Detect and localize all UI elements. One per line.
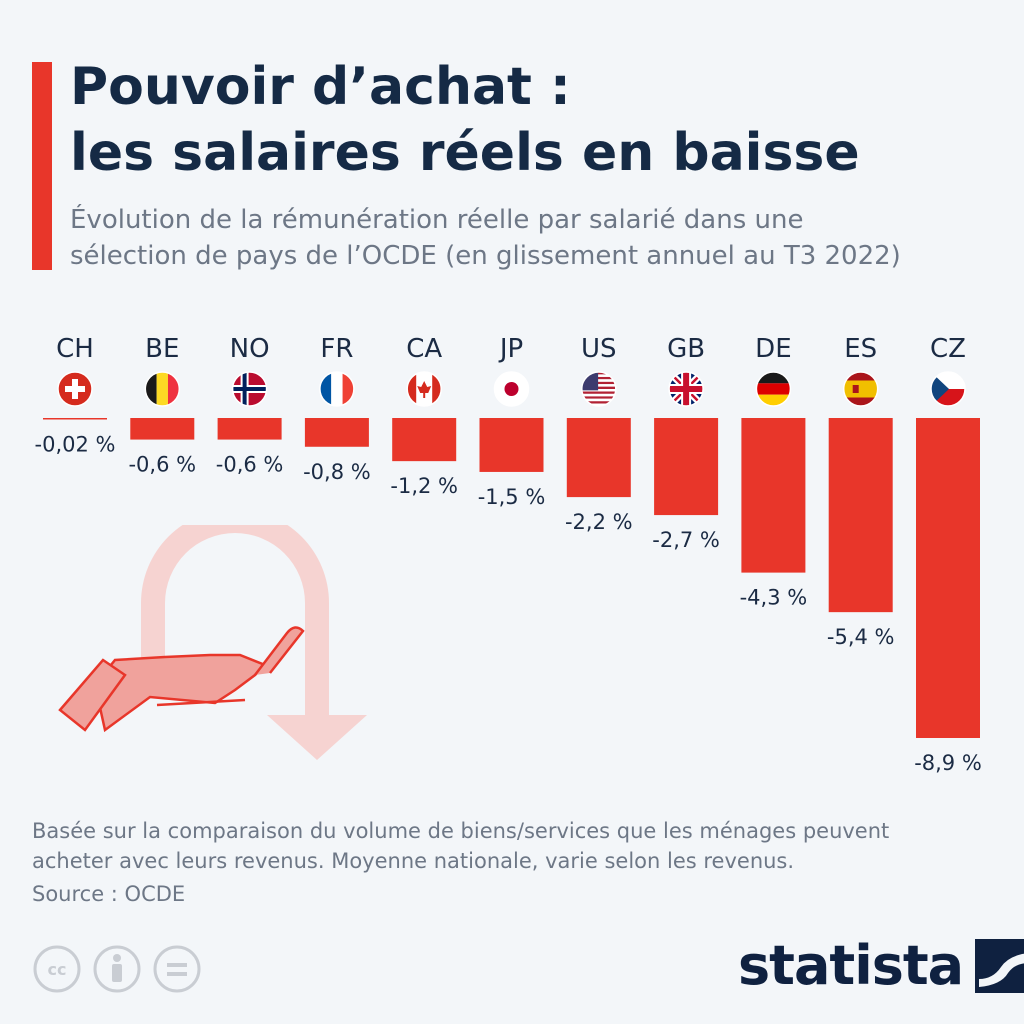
bar-ch [43, 418, 107, 420]
title-accent-bar [32, 62, 52, 270]
bar-no [217, 418, 282, 440]
bar-ca [392, 418, 457, 462]
value-label: -1,2 % [390, 474, 458, 498]
uk-flag-icon [668, 371, 704, 407]
chart-title: Pouvoir d’achat : les salaires réels en … [70, 54, 1000, 186]
bar-de [741, 418, 806, 573]
category-label: NO [230, 334, 270, 364]
downward-arrow-icon [141, 525, 367, 760]
statista-logo[interactable]: statista [738, 936, 1024, 996]
bar-chart: CH -0,02 % BE -0,6 % NO -0,6 % FR -0,8 % CA -1,2 … [35, 334, 982, 775]
bar-jp [479, 418, 544, 472]
belgium-flag-icon [144, 371, 181, 407]
category-label: ES [844, 334, 877, 364]
footnote-line-1: Basée sur la comparaison du volume de bi… [32, 819, 890, 843]
chart-title-line-1: Pouvoir d’achat : [70, 57, 571, 117]
czech-flag-icon [930, 371, 966, 407]
category-label: CH [56, 334, 94, 364]
chart-footnote: Basée sur la comparaison du volume de bi… [32, 816, 1012, 876]
value-label: -8,9 % [914, 751, 982, 775]
switzerland-flag-icon [57, 371, 93, 407]
norway-flag-icon [231, 371, 268, 407]
category-label: CZ [930, 334, 966, 364]
value-label: -5,4 % [827, 625, 895, 649]
svg-text:cc: cc [48, 960, 67, 979]
value-label: -4,3 % [740, 586, 808, 610]
value-label: -0,8 % [303, 460, 371, 484]
creative-commons-icon[interactable]: cc [32, 944, 82, 994]
chart-subtitle: Évolution de la rémunération réelle par … [70, 202, 1020, 274]
japan-flag-icon [493, 371, 530, 407]
value-label: -2,2 % [565, 510, 633, 534]
value-label: -2,7 % [652, 528, 720, 552]
source-note: Source : OCDE [32, 882, 186, 906]
bar-gb [654, 418, 719, 516]
category-label: JP [498, 334, 523, 364]
category-label: BE [145, 334, 179, 364]
bar-us [566, 418, 631, 498]
value-label: -1,5 % [478, 485, 546, 509]
spain-flag-icon [842, 371, 879, 407]
category-label: GB [667, 334, 705, 364]
category-label: CA [406, 334, 442, 364]
bar-es [828, 418, 893, 613]
bar-be [130, 418, 195, 440]
statista-logo-icon [975, 939, 1024, 993]
bar-cz [916, 418, 980, 738]
france-flag-icon [319, 371, 355, 407]
value-label: -0,6 % [128, 453, 196, 477]
canada-flag-icon [406, 371, 442, 407]
footnote-line-2: acheter avec leurs revenus. Moyenne nati… [32, 849, 795, 873]
no-derivatives-icon[interactable] [152, 944, 202, 994]
hand-arrow-illustration [58, 525, 367, 760]
chart-title-line-2: les salaires réels en baisse [70, 123, 860, 183]
category-label: US [581, 334, 617, 364]
license-icons[interactable]: cc [32, 944, 202, 994]
bar-fr [304, 418, 369, 447]
chart-subtitle-line-2: sélection de pays de l’OCDE (en glisseme… [70, 241, 901, 271]
value-label: -0,02 % [35, 433, 116, 457]
value-label: -0,6 % [216, 453, 284, 477]
usa-flag-icon [581, 371, 617, 407]
chart-subtitle-line-1: Évolution de la rémunération réelle par … [70, 205, 804, 235]
statista-wordmark: statista [738, 934, 964, 997]
category-label: FR [320, 334, 353, 364]
category-label: DE [755, 334, 791, 364]
attribution-icon[interactable] [92, 944, 142, 994]
germany-flag-icon [755, 371, 792, 407]
